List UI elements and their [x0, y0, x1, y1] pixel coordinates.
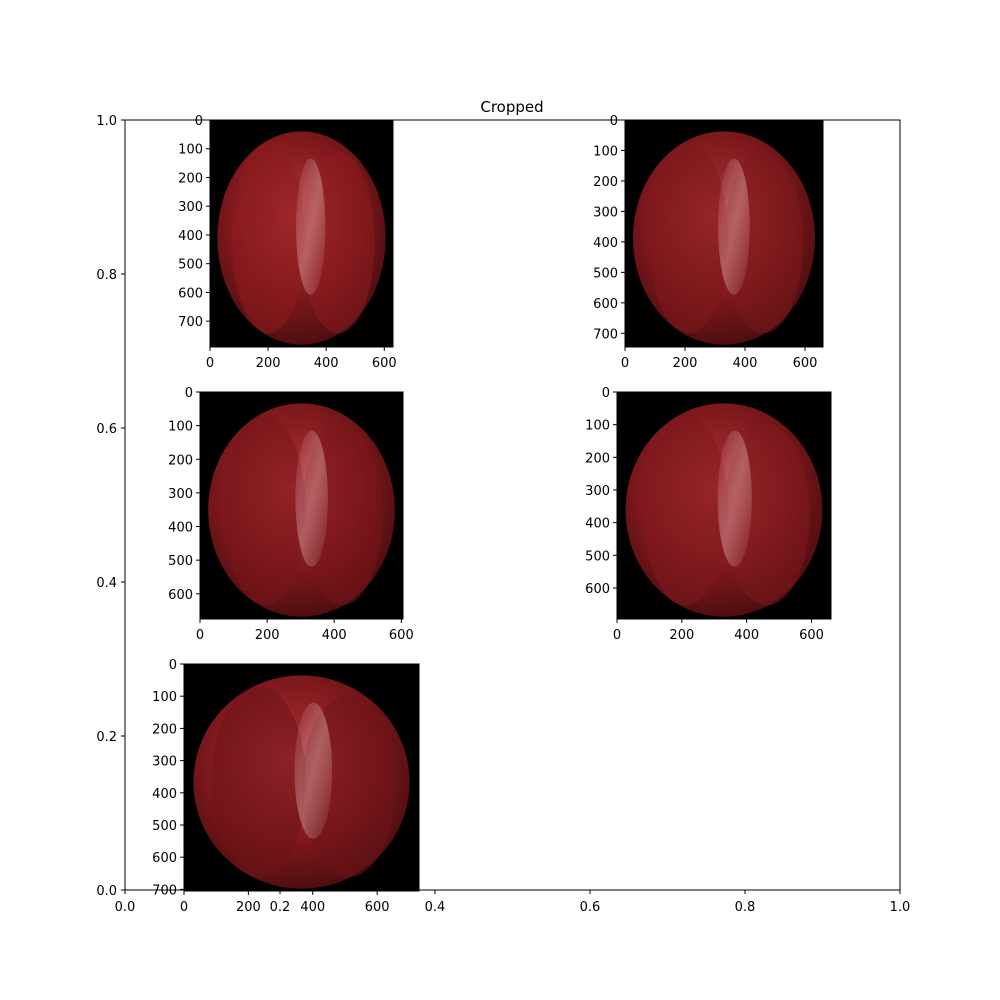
panel-ytick-label: 300	[585, 484, 610, 499]
panel-ytick-label: 200	[593, 175, 618, 190]
panel-xtick-label: 0	[613, 628, 621, 643]
image-panel-4: 0 200 400 600 0 100 200 300 400 500 600	[585, 386, 832, 643]
panel-ytick-label: 200	[585, 451, 610, 466]
panel-ytick-label: 100	[152, 690, 177, 705]
panel-ytick-label: 300	[152, 755, 177, 770]
outer-xtick-label: 0.2	[270, 900, 291, 915]
panel-ytick-label: 400	[152, 787, 177, 802]
panel-ytick-label: 700	[152, 883, 177, 898]
panel-ytick-label: 0	[195, 114, 203, 129]
pepper-highlight	[295, 430, 328, 567]
panel-frame	[199, 391, 404, 620]
panel-frame	[183, 663, 420, 892]
panel-ytick-label: 300	[178, 200, 203, 215]
panel-ytick-label: 600	[178, 286, 203, 301]
panel-ytick-label: 400	[178, 229, 203, 244]
panel-ytick-label: 200	[152, 722, 177, 737]
pepper-highlight	[717, 430, 752, 567]
panel-xtick-label: 0	[206, 356, 214, 371]
pepper-lobe	[642, 414, 729, 606]
panel-ytick-label: 600	[152, 851, 177, 866]
panel-ytick-label: 700	[178, 315, 203, 330]
outer-ytick-label: 0.0	[96, 884, 117, 899]
outer-ytick-label: 0.8	[96, 268, 117, 283]
panel-ytick-label: 500	[152, 819, 177, 834]
panel-ytick-label: 100	[593, 144, 618, 159]
panel-xtick-label: 400	[734, 628, 759, 643]
outer-ytick-label: 0.4	[96, 576, 117, 591]
panel-ytick-label: 600	[593, 297, 618, 312]
panel-xtick-label: 400	[314, 356, 339, 371]
panel-xtick-label: 200	[256, 356, 281, 371]
pepper-lobe	[224, 414, 306, 606]
pepper-highlight	[296, 158, 326, 295]
panel-ytick-label: 600	[585, 582, 610, 597]
outer-xtick-label: 0.6	[580, 900, 601, 915]
panel-xtick-label: 600	[799, 628, 824, 643]
panel-frame	[624, 119, 824, 348]
panel-xtick-label: 0	[621, 356, 629, 371]
panel-ytick-label: 100	[168, 420, 193, 435]
panel-ytick-label: 500	[168, 554, 193, 569]
outer-ytick-label: 0.6	[96, 422, 117, 437]
panel-frame	[616, 391, 832, 620]
outer-xtick-label: 1.0	[890, 900, 911, 915]
panel-frame	[209, 119, 394, 348]
image-panel-2: 0 200 400 600 0 100 200 300 400 500 600 700	[593, 114, 824, 371]
panel-xtick-label: 400	[733, 356, 758, 371]
panel-xtick-label: 400	[300, 900, 325, 915]
panel-ytick-label: 600	[168, 588, 193, 603]
panel-xtick-label: 600	[793, 356, 818, 371]
panel-ytick-label: 500	[585, 549, 610, 564]
panel-xtick-label: 400	[322, 628, 347, 643]
panel-ytick-label: 300	[593, 205, 618, 220]
image-panel-1: 0 200 400 600 0 100 200 300 400 500 600 700	[178, 114, 397, 371]
image-panel-5: 0 200 400 600 0 100 200 300 400 500 600 700	[152, 658, 420, 915]
panel-ytick-label: 100	[585, 419, 610, 434]
panel-xtick-label: 600	[365, 900, 390, 915]
panel-xtick-label: 600	[389, 628, 414, 643]
panel-xtick-label: 0	[180, 900, 188, 915]
panel-xtick-label: 200	[255, 628, 280, 643]
outer-xtick-label: 0.8	[735, 900, 756, 915]
panel-xtick-label: 200	[673, 356, 698, 371]
pepper-lobe	[648, 142, 728, 334]
chart-title: Cropped	[480, 98, 543, 116]
panel-ytick-label: 500	[178, 258, 203, 273]
outer-axes-ticks: 0.0 0.2 0.4 0.6 0.8 1.0 0.0 0.2 0.4 0.6 0.8 1.0	[96, 114, 910, 915]
panel-ytick-label: 400	[593, 236, 618, 251]
panel-xtick-label: 600	[372, 356, 397, 371]
outer-ytick-label: 0.2	[96, 730, 117, 745]
pepper-highlight	[294, 702, 333, 839]
panel-ytick-label: 0	[185, 386, 193, 401]
panel-xtick-label: 0	[196, 628, 204, 643]
panel-ytick-label: 100	[178, 143, 203, 158]
panel-ytick-label: 500	[593, 266, 618, 281]
panel-xtick-label: 200	[236, 900, 261, 915]
pepper-lobe	[231, 142, 306, 334]
outer-xtick-label: 0.0	[115, 900, 136, 915]
pepper-lobe	[212, 686, 307, 878]
image-panel-3: 0 200 400 600 0 100 200 300 400 500 600	[168, 386, 414, 643]
outer-axes-frame	[124, 119, 901, 891]
panel-ytick-label: 200	[178, 171, 203, 186]
panel-ytick-label: 700	[593, 327, 618, 342]
panel-ytick-label: 0	[610, 114, 618, 129]
outer-ytick-label: 1.0	[96, 114, 117, 129]
panel-ytick-label: 300	[168, 487, 193, 502]
pepper-highlight	[718, 158, 750, 295]
panel-ytick-label: 0	[169, 658, 177, 673]
panel-ytick-label: 200	[168, 453, 193, 468]
panel-ytick-label: 400	[168, 521, 193, 536]
outer-xtick-label: 0.4	[425, 900, 446, 915]
panel-ytick-label: 0	[602, 386, 610, 401]
panel-ytick-label: 400	[585, 517, 610, 532]
panel-xtick-label: 200	[669, 628, 694, 643]
